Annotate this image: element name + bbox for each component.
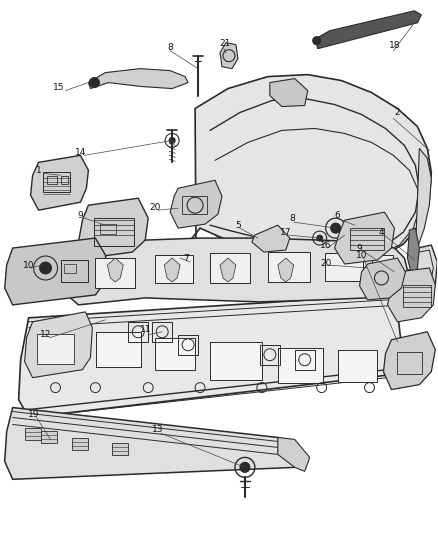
Circle shape [169, 138, 175, 143]
Bar [350, 228, 385, 250]
Bar [178, 335, 198, 355]
Text: 6: 6 [335, 211, 340, 220]
Polygon shape [278, 438, 310, 471]
Bar [41, 432, 57, 443]
Text: 10: 10 [356, 251, 367, 260]
Bar [278, 348, 323, 383]
Bar [182, 196, 207, 214]
Text: 12: 12 [40, 330, 51, 340]
Circle shape [313, 37, 321, 45]
Text: 10: 10 [23, 261, 34, 270]
Polygon shape [388, 268, 435, 322]
Polygon shape [164, 258, 180, 282]
Polygon shape [316, 11, 421, 49]
Polygon shape [252, 225, 290, 252]
Polygon shape [414, 245, 437, 305]
Text: 4: 4 [379, 228, 384, 237]
Circle shape [317, 235, 323, 241]
Text: 5: 5 [235, 221, 241, 230]
Text: 2: 2 [395, 108, 400, 117]
Bar [210, 342, 262, 379]
Bar [268, 252, 310, 282]
Text: 9: 9 [78, 211, 83, 220]
Bar [155, 255, 193, 283]
Text: 13: 13 [152, 425, 164, 434]
Polygon shape [407, 228, 419, 278]
Polygon shape [68, 238, 407, 305]
Text: 9: 9 [357, 244, 362, 253]
Polygon shape [5, 238, 108, 305]
Bar [100, 224, 117, 234]
Bar [46, 176, 57, 184]
Polygon shape [170, 180, 222, 228]
Polygon shape [192, 75, 431, 268]
Polygon shape [19, 295, 401, 417]
Bar [64, 264, 77, 273]
Polygon shape [413, 148, 431, 280]
Text: 19: 19 [28, 410, 39, 419]
Polygon shape [5, 408, 300, 479]
Text: 21: 21 [219, 39, 231, 48]
Bar [210, 253, 250, 283]
Bar [397, 352, 422, 374]
Bar [403, 285, 431, 307]
Text: 18: 18 [389, 41, 400, 50]
Polygon shape [78, 198, 148, 258]
Circle shape [331, 223, 341, 233]
Polygon shape [384, 332, 435, 390]
Bar [95, 258, 135, 288]
Text: 1: 1 [36, 166, 42, 175]
Text: 17: 17 [280, 228, 292, 237]
Text: 16: 16 [320, 240, 332, 249]
Bar [155, 338, 195, 370]
Text: 20: 20 [320, 259, 332, 268]
Circle shape [240, 462, 250, 472]
Polygon shape [31, 155, 88, 210]
Text: 8: 8 [167, 43, 173, 52]
Text: 7: 7 [183, 254, 189, 263]
Circle shape [89, 78, 99, 87]
Bar [325, 253, 363, 281]
Bar [338, 350, 378, 382]
Bar [37, 334, 74, 364]
Polygon shape [25, 312, 92, 378]
Bar [96, 332, 141, 367]
Bar [260, 345, 280, 365]
Polygon shape [220, 258, 236, 282]
Polygon shape [270, 78, 308, 107]
Bar [128, 322, 148, 342]
Text: 8: 8 [289, 214, 295, 223]
Text: 14: 14 [75, 148, 86, 157]
Bar [60, 176, 68, 184]
Bar [72, 439, 88, 450]
Polygon shape [335, 212, 395, 264]
Circle shape [39, 262, 52, 274]
Bar [95, 218, 134, 246]
Polygon shape [278, 258, 294, 282]
Text: 11: 11 [139, 325, 151, 334]
Bar [25, 429, 41, 440]
Bar [60, 260, 88, 282]
Polygon shape [381, 262, 434, 300]
Polygon shape [88, 69, 188, 88]
Bar [42, 172, 71, 192]
Bar [112, 443, 128, 455]
Polygon shape [220, 43, 238, 69]
Text: 20: 20 [149, 203, 161, 212]
Polygon shape [360, 258, 406, 300]
Bar [295, 350, 314, 370]
Bar [152, 322, 172, 342]
Bar [371, 255, 393, 275]
Polygon shape [107, 258, 124, 282]
Text: 15: 15 [53, 83, 64, 92]
